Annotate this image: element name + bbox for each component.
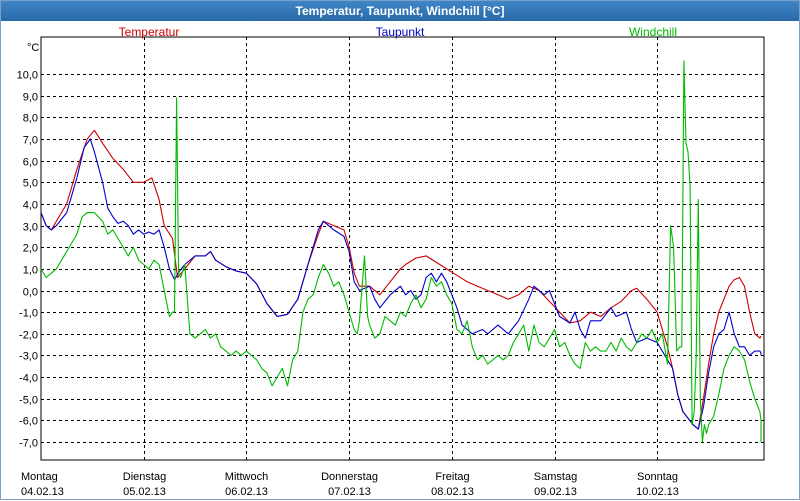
x-tick-day-label: Montag bbox=[21, 471, 58, 483]
series-line-temperatur bbox=[40, 129, 762, 430]
y-tick-label: 2,0 bbox=[23, 243, 38, 255]
y-tick-label: 3,0 bbox=[23, 222, 38, 234]
y-tick-label: -1,0 bbox=[19, 308, 38, 320]
y-tick-label: 4,0 bbox=[23, 200, 38, 212]
x-tick-date-label: 10.02.13 bbox=[636, 486, 679, 498]
y-tick-label: -5,0 bbox=[19, 395, 38, 407]
legend-entry-windchill: Windchill bbox=[629, 25, 677, 39]
series-line-taupunkt bbox=[40, 138, 762, 430]
y-tick-label: -6,0 bbox=[19, 416, 38, 428]
y-tick-label: 6,0 bbox=[23, 157, 38, 169]
y-tick-label: -7,0 bbox=[19, 438, 38, 450]
x-tick-day-label: Freitag bbox=[435, 471, 469, 483]
y-tick-label: -3,0 bbox=[19, 351, 38, 363]
x-tick-day-label: Donnerstag bbox=[321, 471, 378, 483]
legend-entry-taupunkt: Taupunkt bbox=[376, 25, 425, 39]
axes: 10,0 9,0 8,0 7,0 6,0 5,0 4,0 3,0 2,0 1,0 0,0 -1,0 -2… bbox=[17, 36, 765, 498]
legend-entry-temperatur: Temperatur bbox=[119, 25, 180, 39]
y-tick-label: 1,0 bbox=[23, 265, 38, 277]
window-title: Temperatur, Taupunkt, Windchill [°C] bbox=[1, 1, 799, 21]
y-tick-label: 0,0 bbox=[23, 287, 38, 299]
x-tick-date-label: 08.02.13 bbox=[431, 486, 474, 498]
y-tick-label: -2,0 bbox=[19, 330, 38, 342]
series-lines bbox=[40, 60, 762, 443]
legend: Temperatur Taupunkt Windchill bbox=[119, 25, 677, 39]
y-tick-label: 5,0 bbox=[23, 178, 38, 190]
y-tick-label: 9,0 bbox=[23, 92, 38, 104]
y-axis-unit-label: °C bbox=[27, 42, 39, 54]
x-tick-day-label: Samstag bbox=[534, 471, 577, 483]
x-tick-day-label: Dienstag bbox=[123, 471, 166, 483]
x-tick-date-label: 07.02.13 bbox=[328, 486, 371, 498]
series-line-windchill bbox=[40, 60, 762, 443]
y-tick-label: 7,0 bbox=[23, 135, 38, 147]
x-tick-date-label: 05.02.13 bbox=[123, 486, 166, 498]
x-tick-date-label: 04.02.13 bbox=[21, 486, 64, 498]
x-tick-date-label: 09.02.13 bbox=[534, 486, 577, 498]
y-tick-label: 10,0 bbox=[17, 70, 38, 82]
y-tick-label: 8,0 bbox=[23, 113, 38, 125]
x-tick-date-label: 06.02.13 bbox=[225, 486, 268, 498]
x-tick-day-label: Sonntag bbox=[637, 471, 678, 483]
y-tick-label: -4,0 bbox=[19, 373, 38, 385]
plot-frame bbox=[40, 36, 765, 461]
x-tick-day-label: Mittwoch bbox=[225, 471, 268, 483]
grid bbox=[41, 37, 764, 460]
